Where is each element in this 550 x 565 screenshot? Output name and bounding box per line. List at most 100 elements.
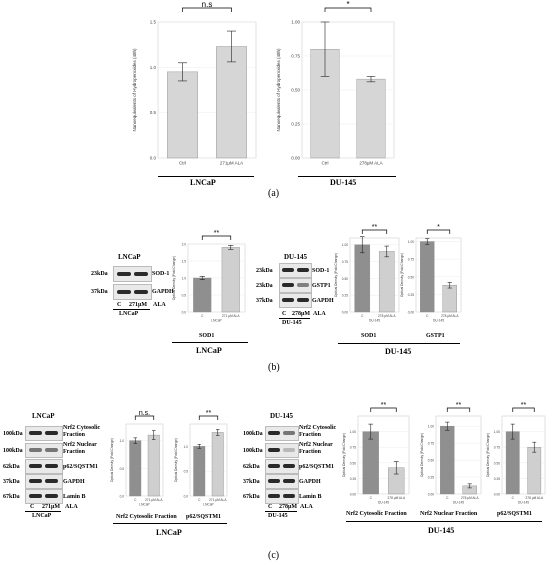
bar xyxy=(378,251,395,313)
b-du-lane-1: C xyxy=(282,311,287,317)
category-label: Ctrl xyxy=(322,161,329,166)
c-du-blot-footer: DU-145 xyxy=(268,513,288,519)
c-lncap-blot-2 xyxy=(25,443,63,458)
c-du-protein-5: Lamin B xyxy=(299,494,322,500)
b-lncap-blot-title: LNCaP xyxy=(118,253,141,261)
category-label: C xyxy=(426,314,429,318)
b-lncap-marker-2: 37kDa xyxy=(91,289,108,295)
y-axis-label: Optical Density (Fold Change) xyxy=(400,253,404,297)
c-lncap-group-label: LNCaP xyxy=(156,528,182,537)
b-du-protein-1: SOD-1 xyxy=(312,268,330,274)
tick-label: 0.00 xyxy=(342,311,348,315)
bar xyxy=(362,431,379,495)
x-axis-label: LNCaP xyxy=(139,502,149,506)
tick-label: 0.75 xyxy=(408,258,414,262)
significance-bracket xyxy=(361,229,388,234)
c-du-protein-2: Nrf2 Nuclear Fraction xyxy=(299,442,333,455)
bar xyxy=(356,78,386,159)
significance-label: ** xyxy=(381,402,387,409)
tick-label: 1.0 xyxy=(120,439,125,443)
b-lncap-blot-sod1 xyxy=(113,266,152,282)
c-lncap-marker-1: 100kDa xyxy=(3,431,23,437)
b-du-lane-3: ALA xyxy=(313,311,326,317)
a-lncap-label: LNCaP xyxy=(190,178,216,187)
c-lncap-blot-1 xyxy=(25,426,63,441)
significance-label: ** xyxy=(521,402,527,409)
c-du-chart-name-1: Nrf2 Cytosolic Fraction xyxy=(346,511,407,517)
x-axis-label: LNCaP xyxy=(203,502,213,506)
c-du-chart-name-3: p62/SQSTM1 xyxy=(497,511,533,517)
c-lncap-chart-name-1: Nrf2 Cytosolic Fraction xyxy=(116,514,177,520)
tick-label: 1.00 xyxy=(350,430,356,434)
c-lncap-lane-3: ALA xyxy=(65,504,78,510)
b-du-blot-gstp1 xyxy=(279,278,312,293)
c-lncap-protein-4: GAPDH xyxy=(63,479,85,485)
tick-label: 0.50 xyxy=(428,459,434,463)
c-du-group-label: DU-145 xyxy=(428,526,455,535)
tick-label: 0.25 xyxy=(428,476,434,480)
a-lncap-group-line xyxy=(158,176,254,177)
c-lncap-blot-footer: LNCaP xyxy=(32,513,52,519)
bar xyxy=(221,247,240,313)
category-label: C xyxy=(370,496,373,500)
tick-label: 0.00 xyxy=(408,311,414,315)
x-axis-label: DU-145 xyxy=(378,500,389,504)
c-lncap-blot-5 xyxy=(25,489,63,504)
significance-label: ** xyxy=(456,402,462,409)
x-axis-label: DU-145 xyxy=(369,318,380,322)
significance-bracket xyxy=(201,235,232,240)
c-lncap-protein-2: Nrf2 Nuclear Fraction xyxy=(63,442,97,455)
tick-label: 0.50 xyxy=(291,88,300,93)
c-lncap-marker-2: 100kDa xyxy=(3,448,23,454)
significance-label: n.s xyxy=(202,0,213,9)
c-lncap-blot-4 xyxy=(25,474,63,489)
bar xyxy=(310,49,340,159)
tick-label: 0.75 xyxy=(494,446,500,450)
c-lncap-blot-title: LNCaP xyxy=(32,412,55,420)
significance-bracket xyxy=(198,415,219,420)
y-axis-label: Optical Density (Fold Change) xyxy=(420,433,424,477)
c-lncap-chart-name-2: p62/SQSTM1 xyxy=(186,514,222,520)
c-lncap-marker-5: 67kDa xyxy=(3,494,20,500)
b-lncap-chart-name: SOD1 xyxy=(199,333,215,339)
b-du-chart-name-2: GSTP1 xyxy=(426,333,445,339)
tick-label: 0.00 xyxy=(291,156,300,161)
significance-label: ** xyxy=(206,410,212,417)
tick-label: 0.75 xyxy=(342,260,348,264)
b-lncap-protein-2: GAPDH xyxy=(152,289,174,295)
category-label: 271 μM ALA xyxy=(145,498,163,502)
tick-label: 2.0 xyxy=(182,243,187,247)
tick-label: 1.00 xyxy=(428,425,434,429)
tick-label: 1.0 xyxy=(150,65,157,70)
significance-bracket xyxy=(182,7,232,12)
significance-label: ** xyxy=(372,224,378,231)
b-du-blot-title: DU-145 xyxy=(284,253,307,261)
x-axis-label: DU-145 xyxy=(453,500,464,504)
b-du-blot-gapdh xyxy=(279,293,312,308)
tick-label: 1.0 xyxy=(182,277,187,281)
b-lncap-blot-gapdh xyxy=(113,284,152,300)
category-label: C xyxy=(201,314,204,318)
tick-label: 1.0 xyxy=(184,445,189,449)
x-axis-label: DU-145 xyxy=(518,500,529,504)
tick-label: 0.25 xyxy=(342,294,348,298)
c-du-chart-name-2: Nrf2 Nuclear Fraction xyxy=(420,511,478,517)
c-du-marker-2: 100kDa xyxy=(243,448,263,454)
b-du-group-label: DU-145 xyxy=(385,347,412,356)
bar xyxy=(440,425,455,495)
y-axis-label: Optical Density (Fold Change) xyxy=(334,253,338,297)
c-du-blot-5 xyxy=(265,489,299,504)
significance-bracket xyxy=(324,7,372,12)
tick-label: 0.5 xyxy=(182,294,187,298)
y-axis-label: Optical Density (Fold Change) xyxy=(174,438,178,482)
tick-label: 0.5 xyxy=(184,470,189,474)
c-lncap-protein-3: p62/SQSTM1 xyxy=(63,464,99,470)
tick-label: 1.00 xyxy=(342,243,348,247)
b-du-marker-1: 23kDa xyxy=(256,268,273,274)
tick-label: 1.5 xyxy=(182,260,187,264)
c-du-marker-4: 37kDa xyxy=(243,479,260,485)
